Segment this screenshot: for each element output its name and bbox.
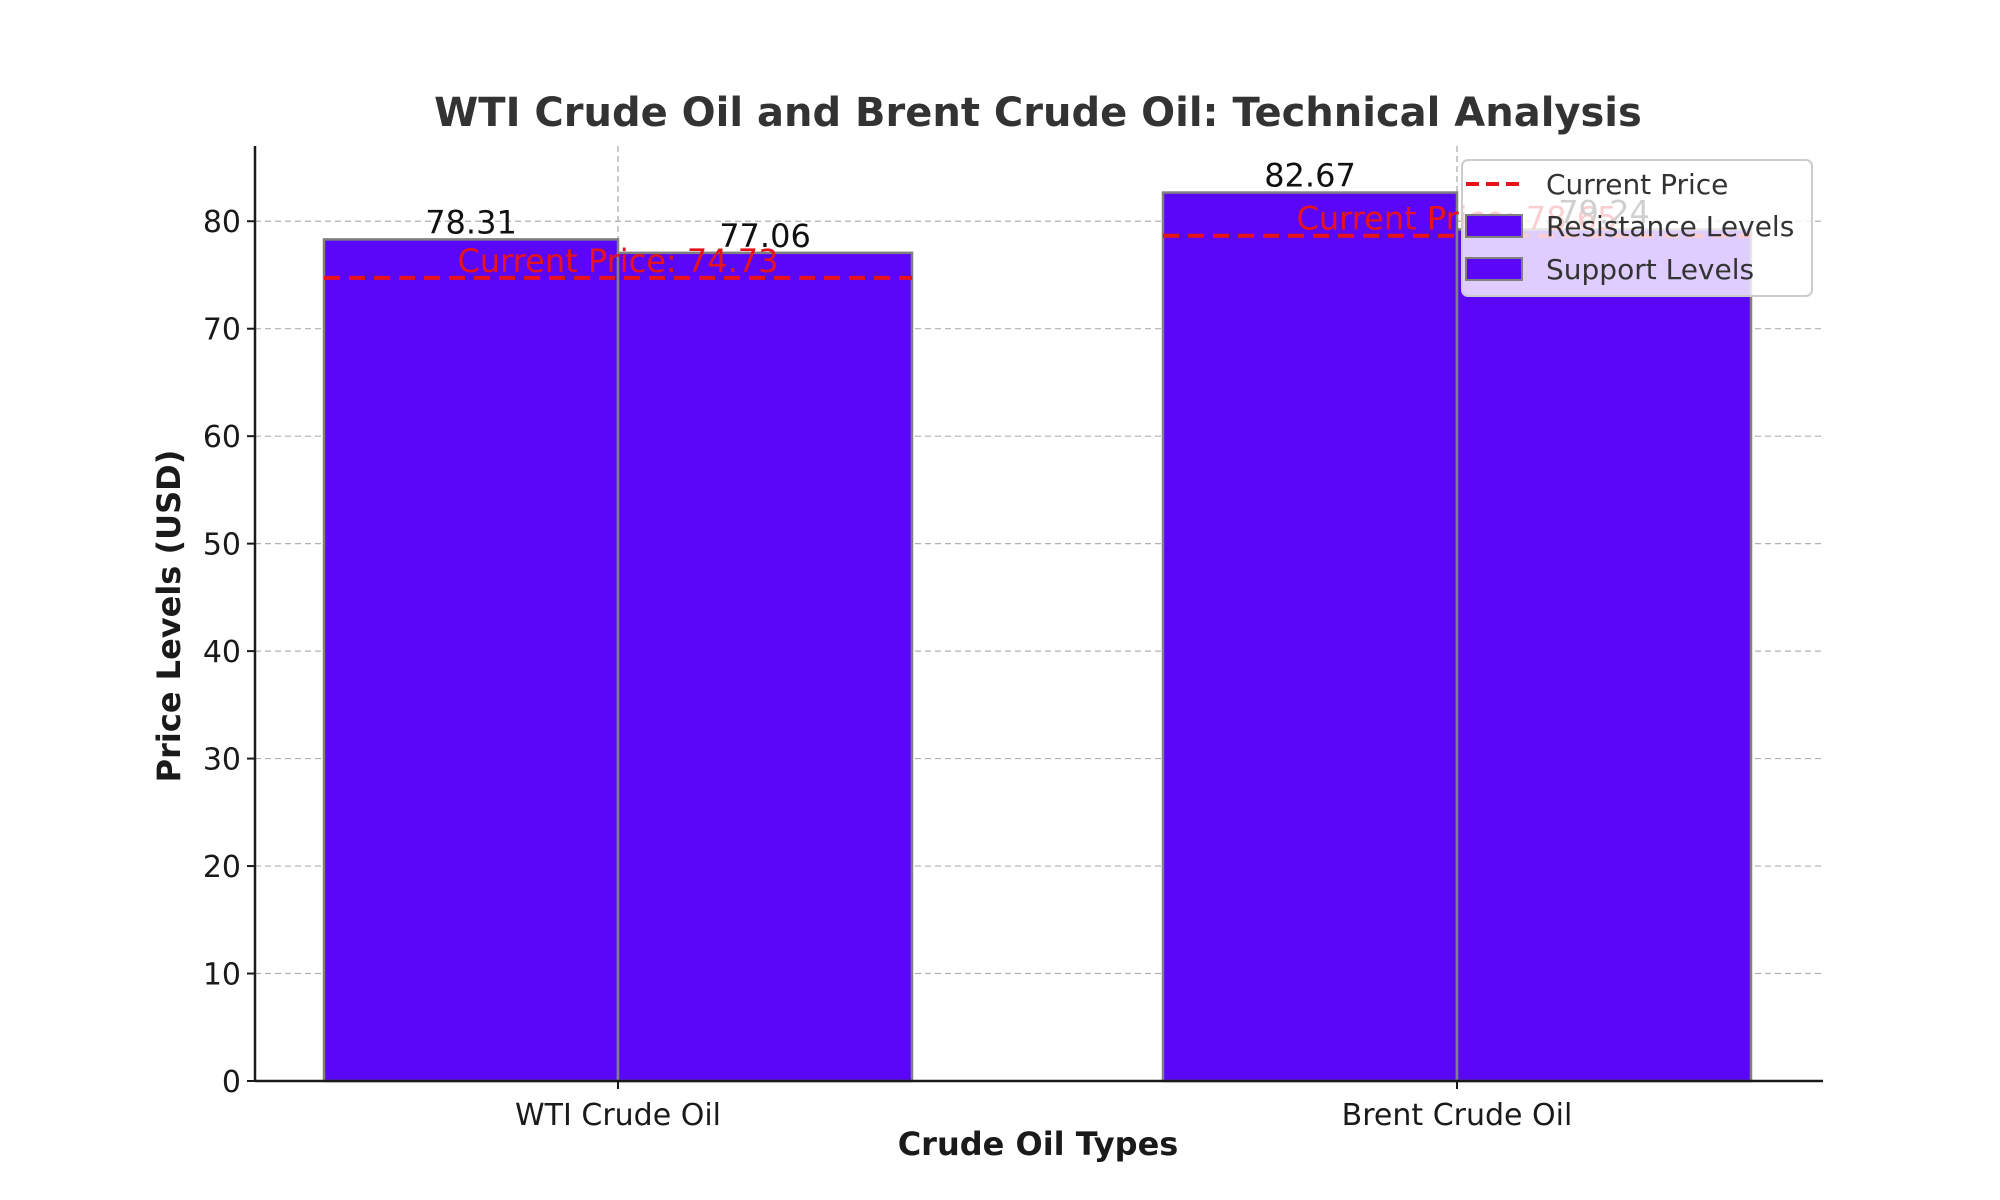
y-axis-label: Price Levels (USD) — [150, 450, 188, 783]
y-tick-label: 40 — [203, 635, 241, 670]
y-tick-label: 10 — [203, 958, 241, 993]
legend-frame — [1461, 159, 1813, 297]
y-tick-label: 60 — [203, 420, 241, 455]
legend-support-label: Support Levels — [1546, 253, 1754, 286]
legend-support-swatch — [1465, 257, 1523, 281]
legend: Current Price Resistance Levels Support … — [1461, 159, 1813, 297]
bar-value-label: 78.31 — [425, 203, 517, 241]
y-tick-label: 50 — [203, 528, 241, 563]
y-tick-label: 0 — [222, 1065, 241, 1100]
bar-value-label: 77.06 — [719, 217, 811, 255]
bar-resistance — [322, 238, 620, 1083]
bar-resistance — [1161, 191, 1459, 1083]
x-tick-label: Brent Crude Oil — [1342, 1098, 1573, 1133]
y-tick-label: 80 — [203, 205, 241, 240]
y-tick-label: 70 — [203, 313, 241, 348]
current-price-label: Current Price: 74.73 — [458, 242, 779, 280]
bars-layer — [322, 191, 1753, 1083]
ticks-layer: 0 10 20 30 40 50 60 70 80 WTI Crude Oil Brent Crud… — [203, 205, 1573, 1133]
legend-resistance-label: Resistance Levels — [1546, 210, 1794, 243]
x-tick-label: WTI Crude Oil — [515, 1098, 721, 1133]
x-axis-label: Crude Oil Types — [898, 1125, 1179, 1163]
chart-title: WTI Crude Oil and Brent Crude Oil: Techn… — [434, 90, 1642, 136]
bar-value-label: 82.67 — [1264, 157, 1356, 195]
legend-resistance-swatch — [1465, 214, 1523, 238]
y-tick-label: 30 — [203, 743, 241, 778]
y-tick-label: 20 — [203, 850, 241, 885]
bar-support — [616, 251, 914, 1083]
bar-support — [1455, 228, 1753, 1083]
axes-layer — [253, 146, 1823, 1083]
legend-current-price-label: Current Price — [1546, 168, 1728, 201]
